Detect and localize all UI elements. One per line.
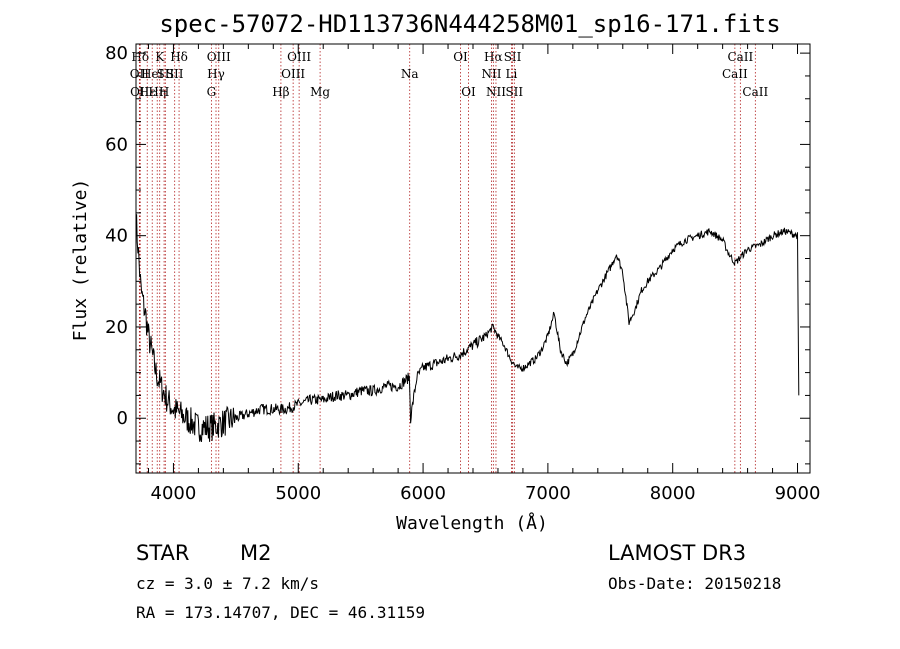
x-tick-label: 4000 [151, 483, 197, 504]
spectral-line-label: OII [130, 85, 150, 99]
spectral-line-label: OI [461, 85, 476, 99]
spectral-line-label: Hα [484, 50, 503, 64]
spectral-lines: HδOIIOIIHεHeIKHηSIIHHδSIIOIIIHγGOIIIOIII… [130, 44, 768, 473]
spectral-line-label: CaII [742, 85, 768, 99]
y-axis-label: Flux (relative) [70, 179, 91, 342]
spectral-line-label: Na [401, 67, 419, 81]
x-tick-label: 9000 [775, 483, 821, 504]
cz-value: cz = 3.0 ± 7.2 km/s [136, 574, 319, 593]
chart-title: spec-57072-HD113736N444258M01_sp16-171.f… [159, 10, 780, 38]
flux-series [135, 214, 800, 443]
info-panel: STAR M2 cz = 3.0 ± 7.2 km/s RA = 173.147… [136, 541, 781, 622]
spectral-line-label: Hγ [207, 67, 225, 81]
spectral-line-label: Hδ [131, 50, 149, 64]
spectral-line-label: OIII [287, 50, 311, 64]
plot-frame [135, 43, 811, 474]
spectral-line-label: OIII [207, 50, 231, 64]
spectral-line-label: Hβ [272, 85, 289, 99]
y-tick-label: 80 [105, 43, 128, 64]
spectral-line-label: K [155, 50, 165, 64]
spectral-line-label: CaII [727, 50, 753, 64]
y-tick-label: 20 [105, 317, 128, 338]
spectral-line-label: G [207, 85, 217, 99]
subclass-label: M2 [240, 541, 271, 565]
y-tick-label: 60 [105, 134, 128, 155]
spectral-line-label: NII [481, 67, 501, 81]
spectral-line-label: CaII [722, 67, 748, 81]
spectral-line-label: H [159, 85, 169, 99]
x-tick-label: 6000 [400, 483, 446, 504]
x-tick-label: 7000 [525, 483, 571, 504]
spectral-line-label: NII [486, 85, 506, 99]
y-tick-label: 0 [117, 408, 128, 429]
spectral-line-label: OII [130, 67, 150, 81]
spectral-line-label: Hδ [170, 50, 188, 64]
x-tick-label: 8000 [650, 483, 696, 504]
spectral-line-label: Hη [148, 85, 166, 99]
spectral-line-label: SII [156, 67, 174, 81]
obs-date: Obs-Date: 20150218 [608, 574, 781, 593]
spectral-line-label: Mg [310, 85, 330, 99]
x-tick-label: 5000 [275, 483, 321, 504]
survey-label: LAMOST DR3 [608, 541, 746, 565]
spectral-line-label: OIII [281, 67, 305, 81]
spectral-line-label: Li [506, 67, 518, 81]
spectral-line-label: SII [504, 50, 522, 64]
axis-ticks: 4000 5000 6000 7000 8000 9000 0 20 40 60 80 [105, 43, 820, 504]
class-label: STAR [136, 541, 189, 565]
spectral-line-label: HeI [141, 67, 164, 81]
ra-dec-value: RA = 173.14707, DEC = 46.31159 [136, 603, 425, 622]
spectral-line-label: SII [505, 85, 523, 99]
spectral-line-label: Hε [139, 85, 156, 99]
flux-line [135, 214, 800, 443]
spectral-line-label: SII [166, 67, 184, 81]
x-axis-label: Wavelength (Å) [396, 512, 548, 534]
spectral-line-label: OI [453, 50, 468, 64]
y-tick-label: 40 [105, 226, 128, 247]
